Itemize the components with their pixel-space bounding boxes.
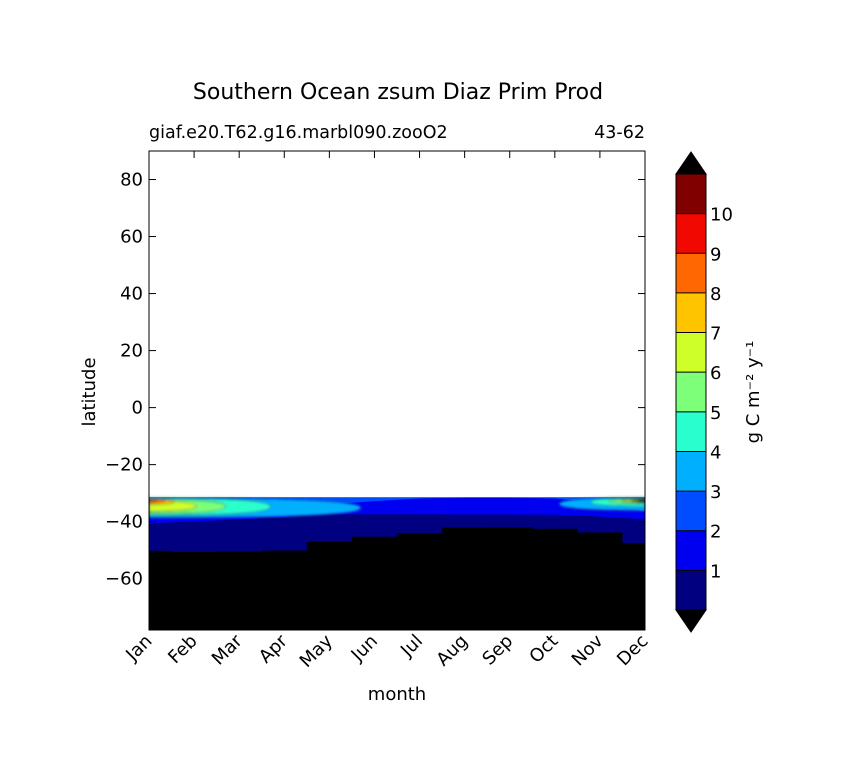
y-tick-label: 0 [132,398,143,419]
colorbar-tick-label: 7 [710,324,721,345]
land-mask [149,527,645,630]
x-tick-label: Nov [568,630,608,670]
colorbar-tick-label: 8 [710,284,721,305]
colorbar-label: g C m⁻² y⁻¹ [743,341,764,444]
x-tick-label: Aug [432,631,472,671]
x-tick-label: Sep [478,631,517,670]
y-tick-label: 20 [120,341,143,362]
colorbar-segment [676,411,706,452]
x-tick-label: Apr [255,630,292,667]
field-summer-high-jan [149,497,362,518]
colorbar-tick-label: 9 [710,244,721,265]
y-tick-label: 80 [120,170,143,191]
colorbar-segment [676,491,706,531]
x-tick-label: Jul [396,631,427,662]
plot-frame [148,150,646,631]
plot-area [149,151,645,630]
chart-subtitle-right: 43-62 [594,123,645,143]
land-mask-shape [149,527,645,630]
colorbar-tick-label: 6 [710,363,721,384]
colorbar-segment [676,332,706,373]
field-jan-level-9 [149,499,158,502]
colorbar-tick-label: 4 [710,442,721,463]
chart-subtitle-left: giaf.e20.T62.g16.marbl090.zooO2 [149,123,448,143]
colorbar-segment [676,372,706,412]
colorbar-segment [676,174,706,214]
colorbar-segment [676,213,706,254]
y-tick-label: −20 [105,455,143,476]
colorbar-tick-label: 2 [710,522,721,543]
x-tick-label: Feb [164,631,201,668]
y-axis-label: latitude [79,357,100,426]
colorbar-tick-label: 10 [710,205,733,226]
x-tick-label: Jan [121,631,156,666]
colorbar-segment [676,530,706,571]
x-tick-label: Dec [613,631,652,670]
y-tick-label: −60 [105,569,143,590]
x-tick-label: May [296,630,337,671]
x-tick-label: Jun [347,631,382,666]
colorbar-tick-label: 3 [710,482,721,503]
colorbar-segment [676,451,706,492]
chart-title: Southern Ocean zsum Diaz Prim Prod [193,80,603,105]
colorbar-segment [676,292,706,333]
colorbar-tick-label: 1 [710,561,721,582]
y-axis: 80 60 40 20 0 −20 −40 −60 [105,170,645,590]
colorbar-extend-max [675,151,707,175]
colorbar-segment [676,570,706,610]
y-tick-label: 40 [120,284,143,305]
y-tick-label: 60 [120,227,143,248]
field-summer-high-dec [559,497,645,511]
x-tick-label: Mar [208,630,247,669]
x-axis-label: month [368,684,426,705]
colorbar: 1 2 3 4 5 6 7 8 9 10 [675,151,733,633]
colorbar-extend-min [675,609,707,633]
colorbar-frame [675,173,707,611]
y-tick-label: −40 [105,512,143,533]
colorbar-tick-label: 5 [710,403,721,424]
x-tick-label: Oct [525,631,562,668]
colorbar-segment [676,253,706,293]
field-dec-level-8 [637,500,645,502]
